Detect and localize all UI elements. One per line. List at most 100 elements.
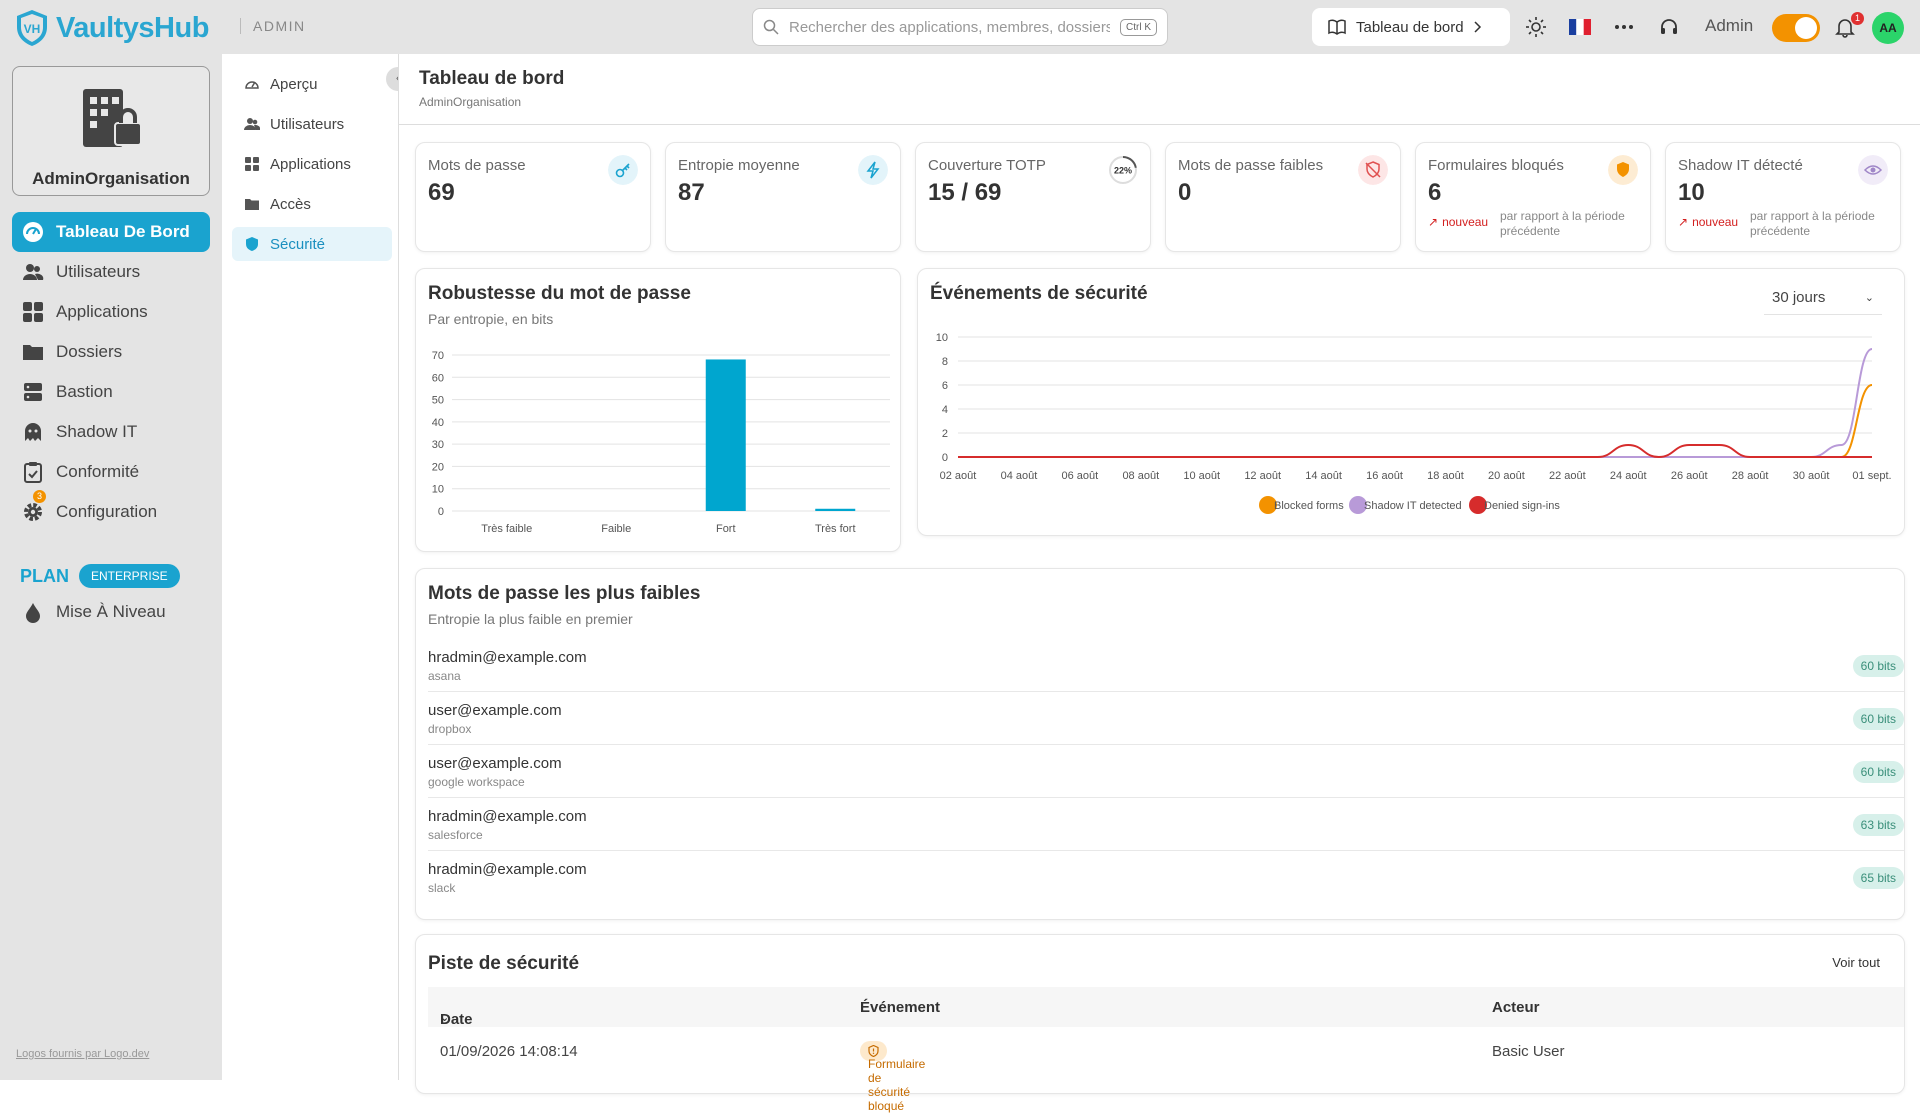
french-flag-icon[interactable] xyxy=(1569,19,1591,35)
trend-indicator: ↗ nouveau xyxy=(1678,215,1738,229)
subnav-item-applications[interactable]: Applications xyxy=(232,147,392,181)
x-tick-label: 01 sept. xyxy=(1852,470,1891,482)
shield-off-icon xyxy=(1358,155,1388,185)
sidebar-item-folders[interactable]: Dossiers xyxy=(12,332,210,372)
list-item[interactable]: hradmin@example.com asana 60 bits xyxy=(428,639,1904,692)
shield-alert-icon xyxy=(868,1045,879,1057)
sidebar-item-applications[interactable]: Applications xyxy=(12,292,210,332)
sidebar-item-label: Conformité xyxy=(56,462,140,481)
event-badge: Formulaire de sécurité bloqué xyxy=(860,1041,925,1113)
bar-3 xyxy=(705,359,746,511)
building-lock-icon xyxy=(83,89,142,147)
card-title: Mots de passe les plus faibles xyxy=(428,583,701,604)
sidebar-item-shadow-it[interactable]: Shadow IT xyxy=(12,412,210,452)
x-tick-label: 26 août xyxy=(1671,470,1708,482)
x-tick-label: 24 août xyxy=(1610,470,1647,482)
subnav-item-label: Aperçu xyxy=(270,75,318,93)
header-divider xyxy=(399,124,1920,125)
column-header-event: Événement xyxy=(860,999,941,1016)
bell-icon[interactable] xyxy=(1834,16,1856,38)
subnav-item-security[interactable]: Sécurité xyxy=(232,227,392,261)
subnav-item-label: Utilisateurs xyxy=(270,115,345,133)
card-subtitle: Entropie la plus faible en premier xyxy=(428,611,633,627)
subnav-item-users[interactable]: Utilisateurs xyxy=(232,107,392,141)
users-icon xyxy=(23,264,44,280)
kpi-entropy: Entropie moyenne 87 xyxy=(665,142,901,252)
search-input[interactable]: Rechercher des applications, membres, do… xyxy=(789,18,1110,36)
area-label: ADMIN xyxy=(240,18,306,34)
x-tick-label: 18 août xyxy=(1427,470,1464,482)
gear-icon xyxy=(24,503,42,521)
legend-label: Blocked forms xyxy=(1274,500,1344,512)
progress-ring-icon: 22% xyxy=(1109,156,1137,184)
shield-icon xyxy=(246,237,258,251)
column-header-actor: Acteur xyxy=(1492,999,1540,1016)
legend-swatch xyxy=(1469,496,1487,514)
section-subnav: Aperçu Utilisateurs Applications Accès S… xyxy=(222,54,398,1080)
kpi-passwords: Mots de passe 69 xyxy=(415,142,651,252)
compare-note: par rapport à la période précédente xyxy=(1750,209,1875,238)
sidebar-item-users[interactable]: Utilisateurs xyxy=(12,252,210,292)
y-tick-label: 0 xyxy=(438,506,444,518)
logo-credits-link[interactable]: Logos fournis par Logo.dev xyxy=(16,1048,150,1060)
sidebar-item-label: Bastion xyxy=(56,382,113,401)
table-row[interactable]: 01/09/2026 14:08:14 Formulaire de sécuri… xyxy=(428,1027,1904,1113)
avatar[interactable]: AA xyxy=(1872,12,1904,44)
key-icon xyxy=(608,155,638,185)
legend-swatch xyxy=(1349,496,1367,514)
org-card[interactable]: AdminOrganisation xyxy=(12,66,210,196)
kpi-value: 69 xyxy=(428,179,455,206)
kpi-value: 10 xyxy=(1678,179,1705,206)
y-tick-label: 60 xyxy=(432,372,444,384)
dashboard-switch-button[interactable]: Tableau de bord xyxy=(1312,8,1510,46)
plan-indicator: PLAN ENTERPRISE xyxy=(20,564,180,588)
shield-logo-icon: VH xyxy=(17,10,47,46)
page-title: Tableau de bord xyxy=(419,68,565,89)
range-value: 30 jours xyxy=(1772,289,1826,306)
users-icon xyxy=(244,118,260,130)
kpi-label: Mots de passe faibles xyxy=(1178,157,1324,174)
sidebar-item-label: Configuration xyxy=(56,502,158,521)
account-app: salesforce xyxy=(428,828,483,842)
chevron-right-icon xyxy=(1474,21,1481,33)
subnav-item-overview[interactable]: Aperçu xyxy=(232,67,392,101)
subnav-item-access[interactable]: Accès xyxy=(232,187,392,221)
upgrade-button[interactable]: Mise À Niveau xyxy=(12,592,210,632)
user-mode-label: Admin xyxy=(1705,16,1754,35)
account-app: dropbox xyxy=(428,722,472,736)
view-all-link[interactable]: Voir tout xyxy=(1832,955,1880,970)
more-dots-icon[interactable] xyxy=(1613,16,1635,38)
sidebar-item-configuration[interactable]: Configuration xyxy=(12,492,210,532)
search-box[interactable]: Rechercher des applications, membres, do… xyxy=(752,8,1168,46)
sidebar-item-bastion[interactable]: Bastion xyxy=(12,372,210,412)
folder-icon xyxy=(23,345,43,360)
headset-icon[interactable] xyxy=(1658,16,1680,38)
sidebar: AdminOrganisation Tableau De Bord Utilis… xyxy=(0,54,222,1080)
totp-ring-arc xyxy=(1109,156,1137,184)
list-item[interactable]: user@example.com google workspace 60 bit… xyxy=(428,745,1904,798)
range-select[interactable]: 30 jours ⌄ xyxy=(1764,281,1882,315)
kpi-blocked-forms: Formulaires bloqués 6 ↗ nouveau par rappo… xyxy=(1415,142,1651,252)
list-item[interactable]: hradmin@example.com salesforce 63 bits xyxy=(428,798,1904,851)
admin-mode-toggle[interactable] xyxy=(1772,14,1820,42)
logo[interactable]: VH VaultysHub xyxy=(14,8,209,48)
trend-indicator: ↗ nouveau xyxy=(1428,215,1488,229)
compare-note: par rapport à la période précédente xyxy=(1500,209,1625,238)
x-tick-label: Faible xyxy=(601,523,631,535)
legend-label: Denied sign-ins xyxy=(1484,500,1560,512)
sidebar-item-dashboard[interactable]: Tableau De Bord xyxy=(12,212,210,252)
legend-swatch xyxy=(1259,496,1277,514)
x-tick-label: 14 août xyxy=(1305,470,1342,482)
folder-icon xyxy=(245,199,259,210)
sidebar-item-compliance[interactable]: Conformité xyxy=(12,452,210,492)
list-item[interactable]: hradmin@example.com slack 65 bits xyxy=(428,851,1904,904)
shortcut-hint: Ctrl K xyxy=(1120,18,1157,36)
list-item[interactable]: user@example.com dropbox 60 bits xyxy=(428,692,1904,745)
kpi-totp-coverage: Couverture TOTP 15 / 69 22% xyxy=(915,142,1151,252)
sidebar-item-label: Tableau De Bord xyxy=(56,222,190,241)
account-app: google workspace xyxy=(428,775,525,789)
sun-icon[interactable] xyxy=(1525,16,1547,38)
plan-label: PLAN xyxy=(20,565,69,586)
trend-arrow-icon: ↗ xyxy=(1678,215,1689,229)
eye-icon xyxy=(1858,155,1888,185)
